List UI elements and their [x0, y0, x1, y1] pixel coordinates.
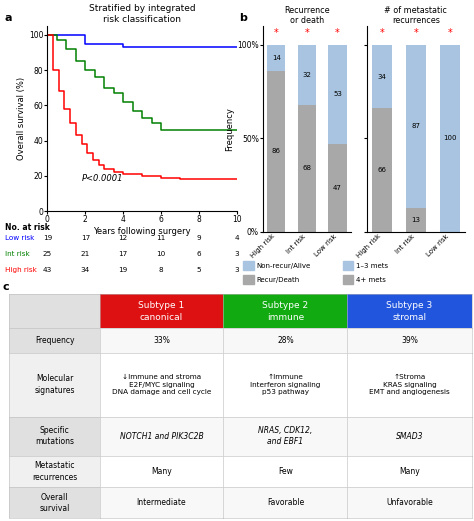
- Text: Frequency: Frequency: [35, 336, 74, 345]
- Text: Favorable: Favorable: [267, 498, 304, 507]
- Text: *: *: [447, 28, 452, 38]
- Text: 19: 19: [43, 235, 52, 242]
- Title: Recurrence
or death: Recurrence or death: [284, 6, 330, 26]
- Bar: [328, 45, 347, 144]
- Text: *: *: [335, 28, 340, 38]
- Text: b: b: [239, 13, 247, 23]
- Text: Metastatic
recurrences: Metastatic recurrences: [32, 461, 77, 482]
- Text: 68: 68: [302, 165, 311, 171]
- Text: Subtype 2
immune: Subtype 2 immune: [262, 301, 309, 321]
- Text: 47: 47: [333, 185, 342, 191]
- Bar: [267, 71, 285, 232]
- Title: Stratified by integrated
risk classification: Stratified by integrated risk classifica…: [89, 5, 195, 24]
- Text: 34: 34: [377, 73, 386, 80]
- Text: 3: 3: [235, 267, 239, 273]
- Bar: [440, 45, 460, 232]
- Text: 53: 53: [333, 91, 342, 97]
- Text: 6: 6: [197, 251, 201, 257]
- Text: 8: 8: [159, 267, 164, 273]
- Text: SMAD3: SMAD3: [396, 432, 423, 441]
- Text: Non-recur/Alive: Non-recur/Alive: [256, 263, 310, 269]
- Text: Specific
mutations: Specific mutations: [35, 426, 74, 446]
- Text: ↓Immune and stroma
E2F/MYC signaling
DNA damage and cell cycle: ↓Immune and stroma E2F/MYC signaling DNA…: [112, 374, 211, 395]
- Bar: [406, 45, 426, 207]
- Text: 66: 66: [377, 167, 386, 173]
- Title: # of metastatic
recurrences: # of metastatic recurrences: [384, 6, 447, 26]
- Text: 28%: 28%: [277, 336, 294, 345]
- Text: 34: 34: [81, 267, 90, 273]
- Text: 87: 87: [411, 123, 420, 129]
- X-axis label: Years following surgery: Years following surgery: [93, 227, 191, 236]
- Text: Int risk: Int risk: [5, 251, 29, 257]
- Text: 43: 43: [43, 267, 52, 273]
- Text: NOTCH1 and PIK3C2B: NOTCH1 and PIK3C2B: [119, 432, 203, 441]
- Text: 1–3 mets: 1–3 mets: [356, 263, 388, 269]
- Text: 17: 17: [81, 235, 90, 242]
- Text: Recur/Death: Recur/Death: [256, 277, 300, 283]
- Bar: [298, 105, 316, 232]
- Text: 21: 21: [81, 251, 90, 257]
- Text: 25: 25: [43, 251, 52, 257]
- Text: 33%: 33%: [153, 336, 170, 345]
- Text: Subtype 3
stromal: Subtype 3 stromal: [386, 301, 433, 321]
- Text: Intermediate: Intermediate: [137, 498, 186, 507]
- Y-axis label: Overall survival (%): Overall survival (%): [17, 77, 26, 160]
- Text: 86: 86: [272, 148, 281, 154]
- Text: *: *: [413, 28, 419, 38]
- Text: High risk: High risk: [5, 267, 36, 273]
- Text: ↑Stroma
KRAS signaling
EMT and angiogenesis: ↑Stroma KRAS signaling EMT and angiogene…: [369, 374, 450, 395]
- Text: P<0.0001: P<0.0001: [82, 175, 123, 183]
- Bar: [298, 45, 316, 105]
- Bar: [267, 45, 285, 71]
- Text: 39%: 39%: [401, 336, 418, 345]
- Bar: [328, 144, 347, 232]
- Text: Few: Few: [278, 467, 293, 476]
- Bar: [372, 45, 392, 108]
- Text: 10: 10: [156, 251, 166, 257]
- Text: Subtype 1
canonical: Subtype 1 canonical: [138, 301, 185, 321]
- Text: a: a: [5, 13, 12, 23]
- Bar: [406, 207, 426, 232]
- Text: Many: Many: [151, 467, 172, 476]
- Text: *: *: [304, 28, 310, 38]
- Text: No. at risk: No. at risk: [5, 223, 50, 232]
- Text: 14: 14: [272, 55, 281, 61]
- Text: 19: 19: [118, 267, 128, 273]
- Text: Molecular
signatures: Molecular signatures: [34, 375, 75, 395]
- Text: 11: 11: [156, 235, 166, 242]
- Text: 9: 9: [197, 235, 201, 242]
- Text: 17: 17: [118, 251, 128, 257]
- Text: 32: 32: [302, 72, 311, 78]
- Text: 4+ mets: 4+ mets: [356, 277, 386, 283]
- Bar: [372, 108, 392, 232]
- Text: Overall
survival: Overall survival: [39, 492, 70, 513]
- Text: c: c: [2, 282, 9, 292]
- Text: 12: 12: [118, 235, 128, 242]
- Text: 100: 100: [443, 135, 456, 141]
- Text: *: *: [274, 28, 279, 38]
- Text: Unfavorable: Unfavorable: [386, 498, 433, 507]
- Text: 13: 13: [411, 217, 420, 222]
- Text: 3: 3: [235, 251, 239, 257]
- Text: 5: 5: [197, 267, 201, 273]
- Text: Many: Many: [399, 467, 420, 476]
- Text: Low risk: Low risk: [5, 235, 34, 242]
- Text: NRAS, CDK12,
and EBF1: NRAS, CDK12, and EBF1: [258, 426, 312, 446]
- Text: ↑Immune
Interferon signaling
p53 pathway: ↑Immune Interferon signaling p53 pathway: [250, 374, 320, 395]
- Text: *: *: [380, 28, 384, 38]
- Y-axis label: Frequency: Frequency: [226, 107, 235, 151]
- Text: 4: 4: [235, 235, 239, 242]
